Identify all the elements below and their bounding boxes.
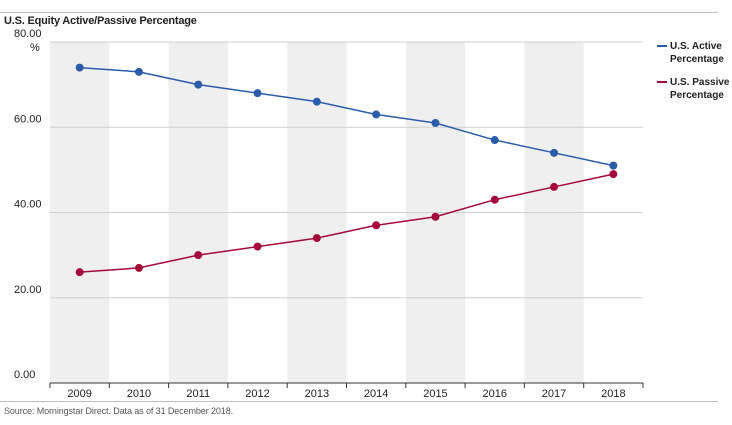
data-point [372,110,381,119]
data-point [253,242,262,251]
data-point [490,136,499,145]
x-tick-label: 2013 [305,388,329,400]
x-tick-label: 2011 [186,388,210,400]
data-point [194,251,203,260]
legend-label: Percentage [670,90,724,101]
data-point [134,263,143,272]
source-note: Source: Morningstar Direct. Data as of 3… [4,406,234,416]
line-chart: 0.00 20.00 40.00 60.00 80.00% 2009 2010 2011 201… [14,28,730,400]
data-point [194,80,203,89]
data-point [75,63,84,72]
data-point [372,221,381,230]
data-point [312,97,321,106]
legend-label: Percentage [670,54,724,65]
legend-label: U.S. Passive [670,77,730,88]
x-tick-label: 2018 [601,388,625,400]
data-point [431,212,440,221]
x-tick-label: 2009 [67,388,91,400]
y-tick-label: 40.00 [14,199,42,211]
source-rule [0,401,718,402]
series-line [79,173,614,273]
data-point [550,182,559,191]
x-tick-label: 2015 [423,388,447,400]
chart-title: U.S. Equity Active/Passive Percentage [4,15,197,27]
x-tick-label: 2012 [245,388,269,400]
top-rule [0,12,718,13]
x-tick-label: 2016 [483,388,507,400]
data-point [609,161,618,170]
x-tick-label: 2010 [127,388,151,400]
data-point [312,234,321,243]
data-point [550,148,559,157]
data-point [134,67,143,76]
x-tick-label: 2014 [364,388,388,400]
data-point [609,170,618,179]
data-point [75,268,84,277]
legend-label: U.S. Active [670,41,722,52]
y-tick-label: 60.00 [14,113,42,125]
series-line [79,66,614,167]
y-tick-label: 80.00 [14,28,42,40]
y-unit-label: % [30,42,40,54]
x-tick-label: 2017 [542,388,566,400]
data-point [431,118,440,127]
y-tick-label: 20.00 [14,284,42,296]
data-point [490,195,499,204]
data-point [253,89,262,98]
y-tick-label: 0.00 [14,369,35,381]
